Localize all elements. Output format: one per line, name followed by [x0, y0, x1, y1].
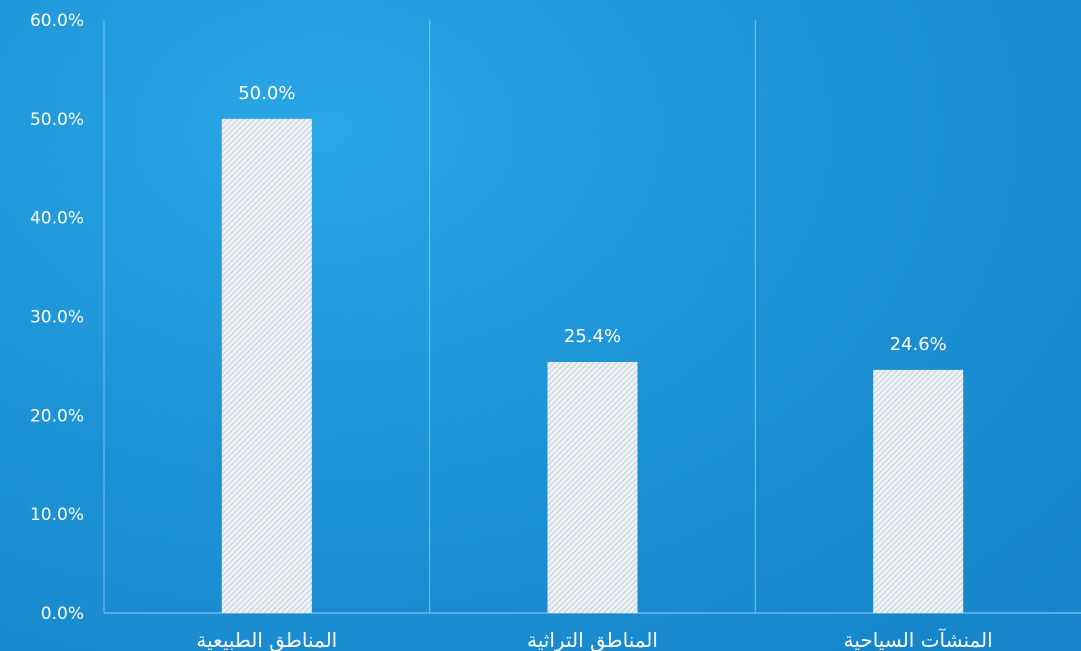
y-tick-label: 30.0% [30, 308, 84, 328]
category-label-2: المناطق التراثية [527, 628, 658, 651]
y-tick-label: 60.0% [30, 11, 84, 31]
data-label-2: 25.4% [564, 326, 621, 347]
bar-3 [873, 369, 964, 613]
y-tick-label: 0.0% [41, 604, 84, 624]
y-tick-label: 50.0% [30, 110, 84, 130]
y-tick-label: 20.0% [30, 406, 84, 426]
data-label-3: 24.6% [890, 334, 947, 355]
bar-2 [547, 361, 638, 613]
data-label-1: 50.0% [238, 83, 295, 104]
y-tick-label: 40.0% [30, 209, 84, 229]
bar-1 [221, 118, 312, 613]
bars-layer [221, 118, 964, 613]
labels-layer: 0.0% 10.0% 20.0% 30.0% 40.0% 50.0% 60.0% 50.0% ا… [30, 11, 993, 651]
category-label-1: المناطق الطبيعية [196, 628, 337, 651]
y-tick-label: 10.0% [30, 505, 84, 525]
category-label-3: المنشآت السياحية [844, 627, 993, 651]
